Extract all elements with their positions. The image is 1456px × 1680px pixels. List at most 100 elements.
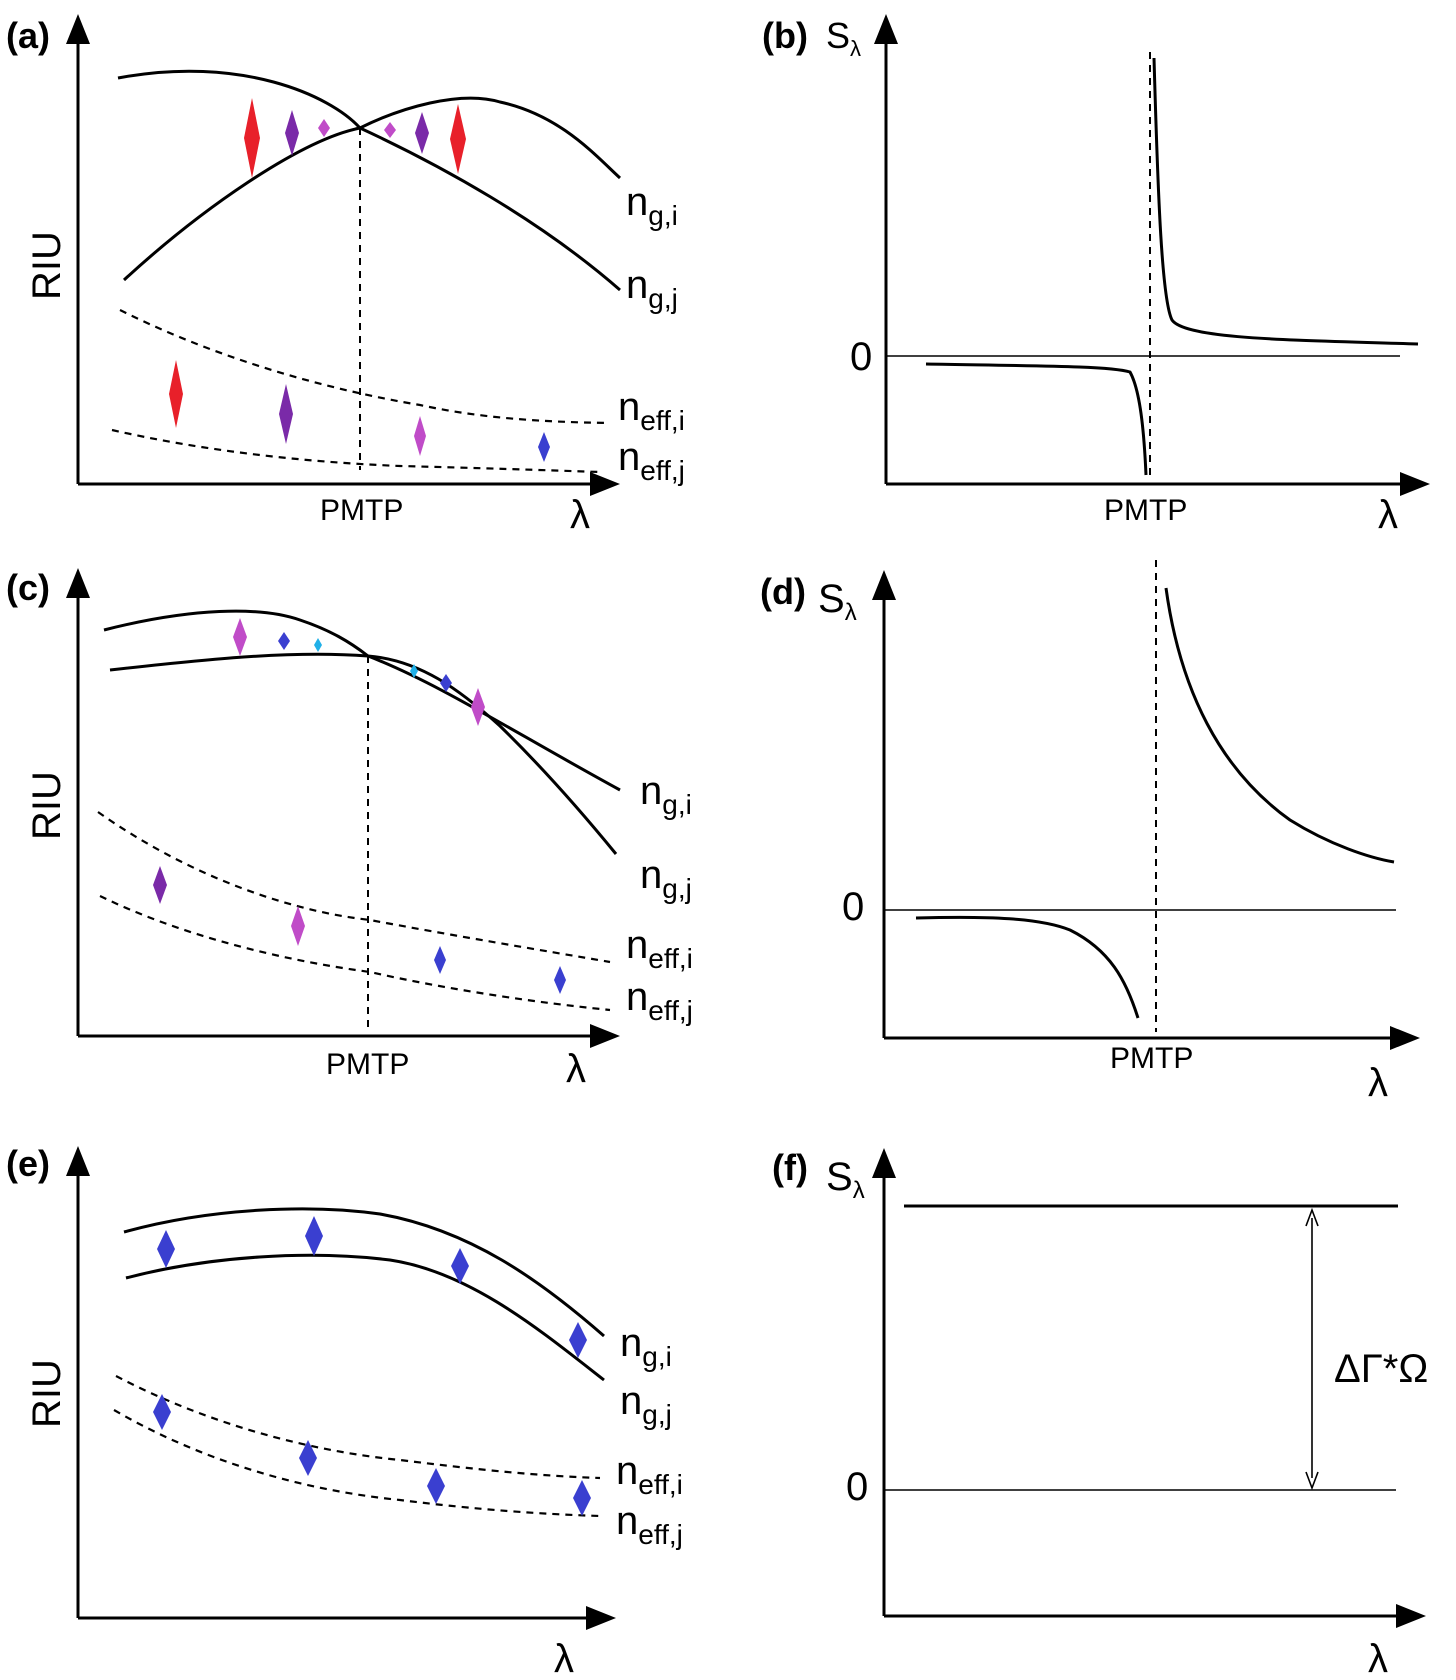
panel-a-marker (414, 416, 426, 456)
panel-c-x-label: λ (566, 1047, 586, 1091)
panel-a-neff-i-curve (119, 309, 611, 425)
panel-d-y-label: Sλ (818, 577, 857, 626)
panel-c-marker (278, 632, 290, 650)
panel-f-x-arrow (1396, 1604, 1426, 1628)
panel-a-x-label: λ (570, 493, 590, 537)
panel-e-marker (299, 1440, 317, 1476)
panel-c-label: (c) (6, 567, 50, 608)
panel-a: (a) RIU λ PMTP ng,i ng,j neff,i neff,j (6, 14, 685, 537)
panel-c-marker (314, 638, 322, 652)
panel-e-x-label: λ (554, 1637, 574, 1680)
panel-a-marker (450, 104, 466, 174)
panel-f-label: (f) (772, 1147, 808, 1188)
panel-a-marker (384, 122, 396, 138)
panel-f-arrow-top (1305, 1207, 1319, 1227)
panel-a-y-label: RIU (25, 231, 69, 300)
panel-e-ng-j-curve (125, 1253, 605, 1382)
panel-b-right-branch (1152, 57, 1419, 346)
panel-d-pmtp-label: PMTP (1110, 1042, 1193, 1075)
panel-e-neff-i-curve (115, 1375, 601, 1480)
panel-a-pmtp-label: PMTP (320, 494, 403, 527)
panel-d-zero-label: 0 (842, 885, 864, 929)
panel-a-ng-j-curve (122, 96, 622, 282)
panel-f-x-label: λ (1368, 1637, 1388, 1680)
panel-d-left-branch (915, 915, 1140, 1019)
panel-b: (b) Sλ 0 λ PMTP (762, 14, 1430, 537)
panel-d-right-branch (1164, 587, 1395, 864)
panel-d: (d) Sλ 0 λ PMTP (760, 560, 1420, 1105)
panel-c-neff-j-curve (99, 895, 611, 1012)
panel-c-y-arrow (66, 568, 90, 598)
panel-a-marker (318, 119, 330, 137)
panel-a-marker (285, 110, 299, 156)
panel-c-marker (471, 688, 485, 726)
panel-e-x-arrow (586, 1606, 616, 1630)
panel-c-neff-i-label: neff,i (626, 923, 693, 974)
panel-c-marker (233, 618, 247, 656)
panel-e-label: (e) (6, 1143, 50, 1184)
panel-c-marker (291, 906, 305, 946)
panel-e-marker (451, 1248, 469, 1284)
panel-a-ng-i-label: ng,i (626, 180, 678, 231)
panel-c-y-label: RIU (25, 771, 69, 840)
panel-b-y-label: Sλ (826, 15, 861, 61)
panel-d-label: (d) (760, 571, 806, 612)
panel-d-x-arrow (1390, 1026, 1420, 1050)
panel-f-zero-label: 0 (846, 1465, 868, 1509)
panel-e-marker (427, 1468, 445, 1504)
panel-e-marker (153, 1394, 171, 1430)
panel-f-annotation: ΔΓ*Ω (1334, 1347, 1428, 1391)
panel-c-ng-j-curve (109, 652, 618, 855)
panel-f-arrow-bottom (1305, 1471, 1319, 1491)
panel-f-y-label: Sλ (826, 1155, 865, 1204)
panel-a-neff-j-curve (111, 428, 601, 474)
panel-a-y-arrow (66, 14, 90, 44)
panel-f-y-arrow (872, 1148, 896, 1178)
panel-c-ng-i-curve (103, 609, 621, 792)
panel-a-neff-j-label: neff,j (618, 435, 685, 486)
panel-d-x-label: λ (1368, 1061, 1388, 1105)
panel-a-marker (279, 384, 293, 444)
panel-c-marker (554, 966, 566, 994)
panel-e-y-arrow (66, 1146, 90, 1176)
panel-e-marker (157, 1230, 175, 1268)
panel-a-label: (a) (6, 15, 50, 56)
panel-c-ng-j-label: ng,j (640, 853, 692, 904)
panel-c-marker (434, 946, 446, 974)
panel-b-pmtp-label: PMTP (1104, 494, 1187, 527)
panel-b-x-label: λ (1378, 493, 1398, 537)
panel-e-ng-j-label: ng,j (620, 1379, 672, 1430)
panel-e-ng-i-label: ng,i (620, 1321, 672, 1372)
panel-c-ng-i-label: ng,i (640, 769, 692, 820)
panel-c-pmtp-label: PMTP (326, 1048, 409, 1081)
panel-a-marker (244, 98, 260, 178)
panel-c: (c) RIU λ PMTP ng,i ng,j neff,i neff,j (6, 567, 693, 1091)
panel-e-ng-i-curve (123, 1207, 605, 1338)
panel-e-marker (569, 1322, 587, 1358)
panel-e-neff-j-curve (113, 1409, 601, 1518)
panel-b-x-arrow (1400, 472, 1430, 496)
panel-b-left-branch (925, 362, 1148, 476)
panel-c-marker (153, 866, 167, 904)
panel-a-ng-j-label: ng,j (626, 263, 678, 314)
panel-e-marker (305, 1216, 323, 1256)
panel-f: (f) Sλ 0 λ ΔΓ*Ω (772, 1147, 1428, 1680)
panel-a-ng-i-curve (117, 69, 621, 292)
panel-c-neff-j-label: neff,j (626, 975, 693, 1026)
panel-c-neff-i-curve (97, 811, 611, 964)
panel-a-marker (415, 112, 429, 154)
panel-b-y-arrow (874, 14, 898, 44)
panel-c-marker (440, 674, 452, 692)
panel-a-neff-i-label: neff,i (618, 385, 685, 436)
panel-e-neff-j-label: neff,j (616, 1499, 683, 1550)
panel-d-y-arrow (872, 570, 896, 600)
panel-b-zero-label: 0 (850, 335, 872, 379)
panel-c-marker (410, 664, 418, 678)
panel-a-marker (538, 432, 550, 462)
panel-a-marker (169, 360, 183, 428)
panel-b-label: (b) (762, 15, 808, 56)
panel-e-marker (573, 1480, 591, 1516)
panel-e: (e) RIU λ ng,i ng,j neff,i neff,j (6, 1143, 683, 1680)
panel-c-x-arrow (590, 1024, 620, 1048)
